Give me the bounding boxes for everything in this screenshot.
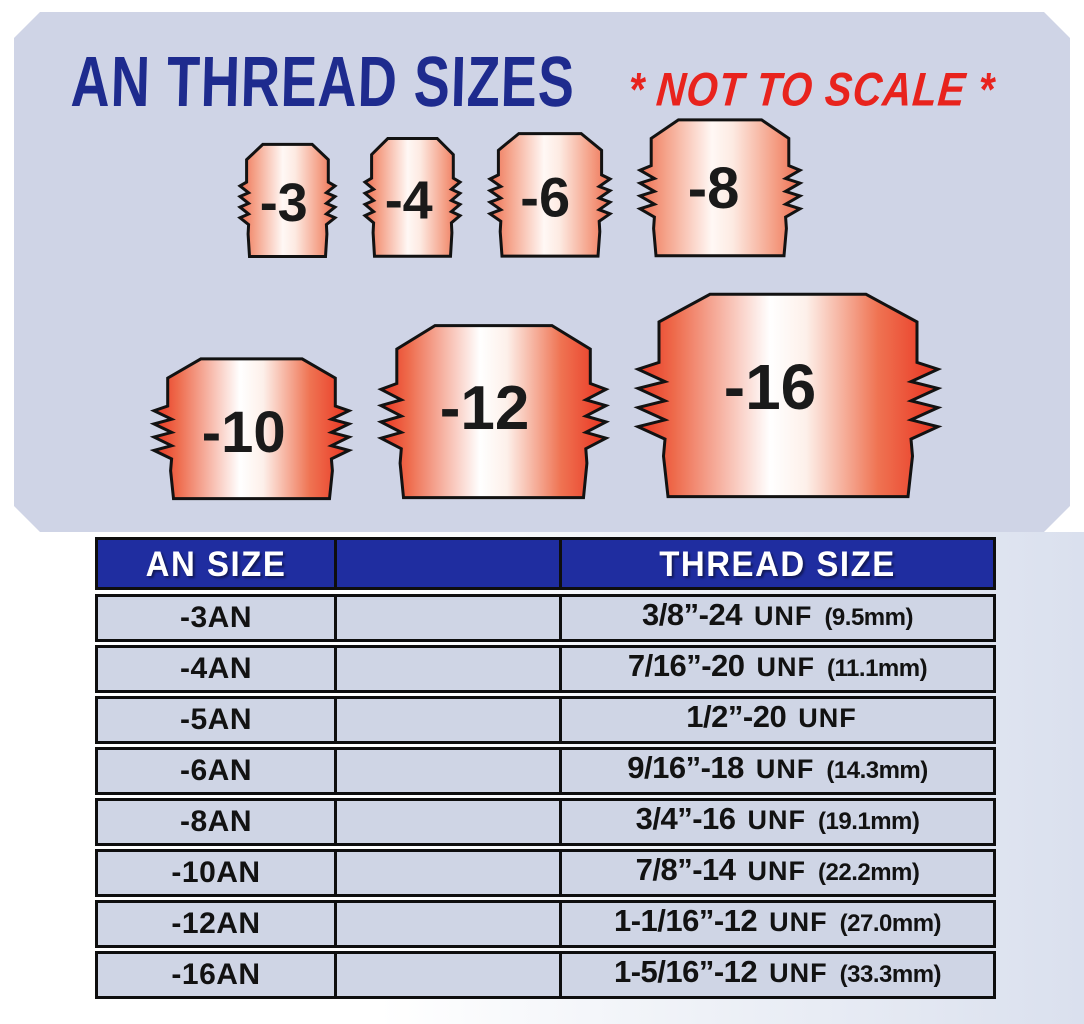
unf-label: UNF: [756, 652, 816, 682]
fitting-label: -10: [202, 400, 286, 465]
fitting-12: -12: [381, 322, 606, 503]
thread-size-cell: 1/2”-20 UNF: [559, 699, 993, 741]
mm-size: (11.1mm): [827, 655, 928, 682]
unf-label: UNF: [798, 703, 857, 733]
unf-label: UNF: [769, 958, 828, 988]
table-row: -5AN 1/2”-20 UNF: [95, 696, 996, 744]
fittings-row-large: -10 -12 -16: [154, 290, 938, 503]
table-row: -6AN 9/16”-18 UNF (14.3mm): [95, 747, 996, 795]
an-size-cell: -3AN: [179, 601, 252, 634]
middle-cell: [334, 750, 559, 792]
thread-spec: 3/4”-16: [635, 801, 736, 836]
fitting-8: -8: [640, 117, 800, 260]
an-thread-table: AN SIZE THREAD SIZE -3AN 3/8”-24 UNF (9.…: [95, 537, 996, 1002]
mm-size: (19.1mm): [818, 808, 920, 835]
thread-spec: 9/16”-18: [627, 750, 744, 785]
an-size-cell: -6AN: [179, 754, 252, 787]
thread-size-cell: 9/16”-18 UNF (14.3mm): [559, 750, 993, 792]
thread-spec: 3/8”-24: [642, 597, 742, 632]
unf-label: UNF: [747, 805, 807, 835]
fitting-10-shape: [154, 359, 349, 499]
unf-label: UNF: [747, 856, 807, 886]
mm-size: (9.5mm): [824, 604, 913, 631]
middle-cell: [334, 801, 559, 843]
fitting-4: -4: [365, 136, 460, 260]
table-row: -16AN 1-5/16”-12 UNF (33.3mm): [95, 951, 996, 999]
unf-label: UNF: [753, 601, 813, 631]
an-size-cell: -5AN: [179, 703, 252, 736]
an-size-cell: -8AN: [179, 805, 252, 838]
thread-spec: 7/16”-20: [627, 648, 745, 683]
fitting-8-shape: [640, 120, 800, 256]
header-cell-thread-size: THREAD SIZE: [559, 538, 993, 589]
table-row: -4AN 7/16”-20 UNF (11.1mm): [95, 645, 996, 693]
thread-size-cell: 1-1/16”-12 UNF (27.0mm): [559, 903, 993, 945]
header-cell-middle: [334, 538, 559, 589]
mm-size: (33.3mm): [839, 961, 942, 988]
middle-cell: [334, 597, 559, 639]
not-to-scale-note: * NOT TO SCALE *: [625, 64, 997, 117]
table-header-row: AN SIZE THREAD SIZE: [95, 537, 996, 590]
fitting-label: -4: [385, 170, 433, 230]
thread-size-cell: 3/8”-24 UNF (9.5mm): [559, 597, 993, 639]
fitting-3: -3: [240, 142, 335, 260]
thread-size-cell: 3/4”-16 UNF (19.1mm): [559, 801, 993, 843]
fitting-label: -12: [440, 374, 530, 443]
header-cell-an-size: AN SIZE: [145, 542, 287, 583]
table-row: -10AN 7/8”-14 UNF (22.2mm): [95, 849, 996, 897]
fittings-row-small: -3 -4 -6 -8: [240, 117, 800, 260]
thread-spec: 7/8”-14: [635, 852, 736, 887]
table-row: -3AN 3/8”-24 UNF (9.5mm): [95, 594, 996, 642]
fitting-12-shape: [381, 326, 606, 498]
middle-cell: [334, 852, 559, 894]
thread-spec: 1/2”-20: [686, 699, 787, 734]
mm-size: (22.2mm): [818, 859, 920, 886]
fitting-label: -8: [688, 156, 740, 221]
middle-cell: [334, 648, 559, 690]
fitting-6-shape: [490, 134, 610, 257]
unf-label: UNF: [769, 907, 828, 937]
thread-spec: 1-1/16”-12: [613, 903, 758, 938]
unf-label: UNF: [755, 754, 815, 784]
thread-size-cell: 7/8”-14 UNF (22.2mm): [559, 852, 993, 894]
fitting-16-shape: [638, 294, 938, 496]
an-size-cell: -4AN: [179, 652, 252, 685]
fitting-6: -6: [490, 131, 610, 260]
an-size-cell: -10AN: [171, 856, 261, 889]
middle-cell: [334, 699, 559, 741]
page-title: AN THREAD SIZES: [69, 42, 577, 122]
fitting-16: -16: [638, 290, 938, 503]
mm-size: (14.3mm): [826, 757, 928, 784]
middle-cell: [334, 954, 559, 996]
an-size-cell: -16AN: [171, 958, 261, 991]
mm-size: (27.0mm): [839, 910, 942, 937]
an-size-cell: -12AN: [171, 907, 261, 940]
table-row: -12AN 1-1/16”-12 UNF (27.0mm): [95, 900, 996, 948]
fitting-4-shape: [365, 139, 460, 257]
fitting-3-shape: [240, 144, 335, 256]
fitting-label: -16: [724, 351, 817, 423]
fitting-10: -10: [154, 356, 349, 503]
middle-cell: [334, 903, 559, 945]
table-row: -8AN 3/4”-16 UNF (19.1mm): [95, 798, 996, 846]
thread-spec: 1-5/16”-12: [613, 954, 758, 989]
thread-size-cell: 1-5/16”-12 UNF (33.3mm): [559, 954, 993, 996]
thread-size-cell: 7/16”-20 UNF (11.1mm): [559, 648, 993, 690]
header: AN THREAD SIZES * NOT TO SCALE *: [70, 32, 1060, 118]
fitting-label: -6: [520, 166, 570, 229]
fitting-label: -3: [260, 173, 308, 233]
info-panel: AN THREAD SIZES * NOT TO SCALE * -3 -4 -…: [14, 12, 1070, 532]
